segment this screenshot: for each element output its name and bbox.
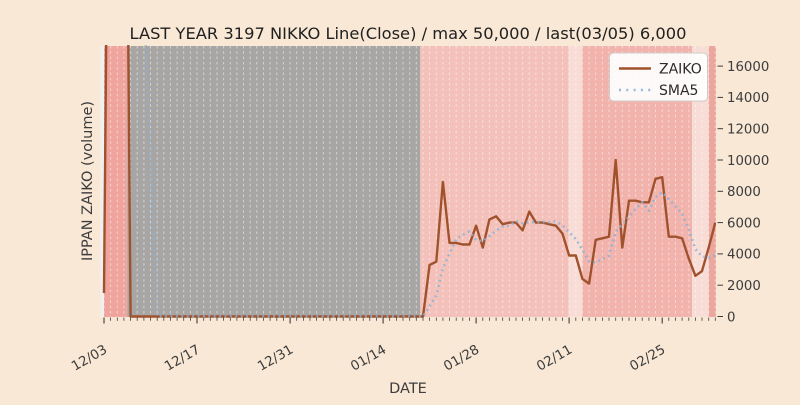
y-tick-label: 14000 [727,91,769,106]
y-tick-label: 8000 [727,185,761,200]
y-axis-label: IPPAN ZAIKO (volume) [80,101,96,261]
band-dark-pink-dec [104,46,128,317]
y-tick-label: 10000 [727,154,769,169]
series-lines [102,45,716,318]
axis-ticks [103,65,723,324]
legend-zaiko-label: ZAIKO [659,62,702,78]
x-axis-label: DATE [389,381,427,397]
chart-title: LAST YEAR 3197 NIKKO Line(Close) / max 5… [130,24,687,43]
y-tick-label: 12000 [727,123,769,138]
band-pink-jan [420,46,569,317]
band-gray-zero-period [127,46,421,317]
legend-sma5-label: SMA5 [659,83,698,99]
y-tick-labels: 0 2000 4000 6000 8000 10000 12000 14000 16000 [727,60,769,325]
y-tick-label: 2000 [727,279,761,294]
y-tick-label: 0 [727,310,735,325]
band-dark-pink-mar [708,46,716,317]
y-tick-label: 6000 [727,216,761,231]
y-tick-label: 16000 [727,60,769,75]
legend: ZAIKO SMA5 [609,52,708,102]
y-tick-label: 4000 [727,248,761,263]
band-light-pink-feb11 [568,46,583,317]
